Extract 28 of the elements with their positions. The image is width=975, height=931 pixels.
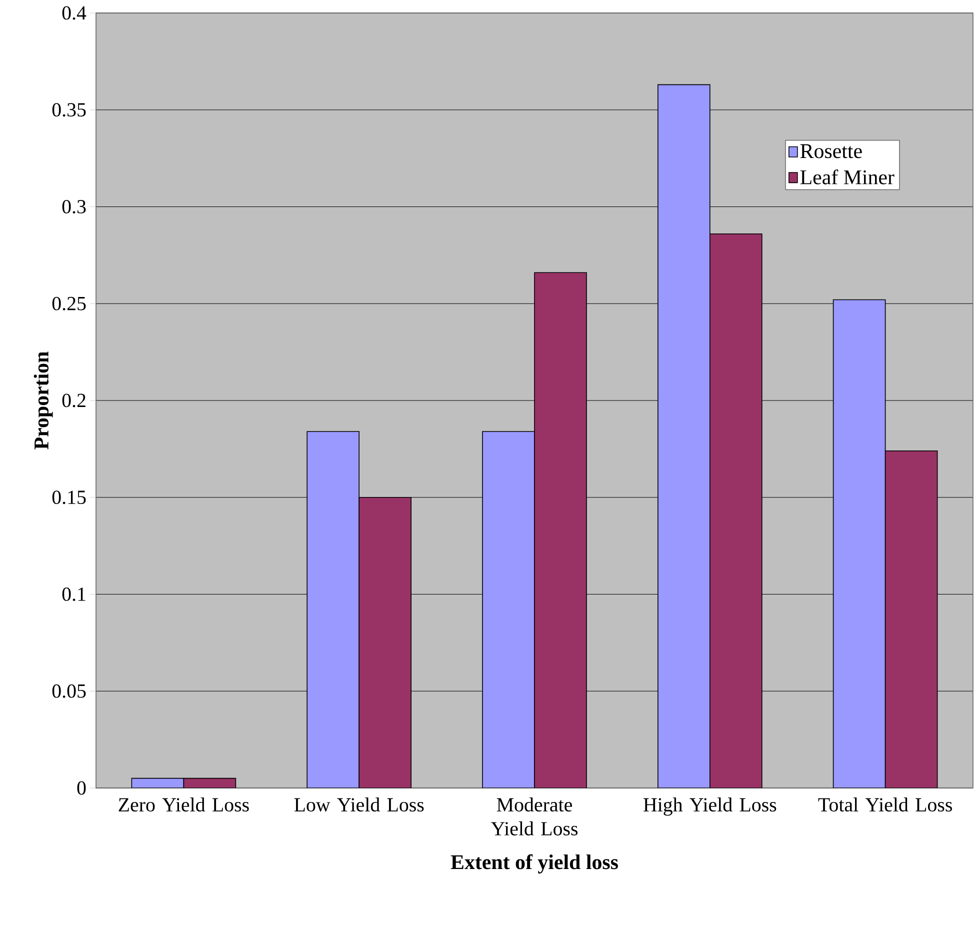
y-tick-label: 0.25 <box>52 296 86 310</box>
y-tick-label: 0.1 <box>62 587 86 602</box>
bar <box>184 778 236 788</box>
legend-label: Rosette <box>800 144 862 158</box>
y-tick-label: 0 <box>77 781 86 795</box>
y-tick-label: 0.4 <box>62 6 86 20</box>
bar <box>710 233 762 788</box>
bar <box>884 450 938 788</box>
y-tick-label: 0.3 <box>62 200 86 214</box>
x-tick-label: Zero Yield Loss <box>118 798 249 812</box>
bar <box>482 431 535 788</box>
y-tick-label: 0.05 <box>52 684 86 698</box>
bar <box>358 496 412 788</box>
legend-label: Leaf Miner <box>800 169 894 184</box>
y-tick-label: 0.2 <box>62 394 86 408</box>
x-tick-label: High Yield Loss <box>644 798 776 816</box>
bar <box>658 84 710 788</box>
y-tick-label: 0.35 <box>52 103 86 117</box>
x-axis-title: Extent of yield loss <box>450 854 618 874</box>
x-tick-label: Total Yield Loss <box>818 798 952 812</box>
x-tick-label: Low Yield Loss <box>294 798 424 812</box>
y-axis-title: Proportion <box>34 352 53 450</box>
bar <box>306 431 360 788</box>
bar <box>132 778 184 788</box>
bar <box>534 272 587 788</box>
x-tick-label: Moderate Yield Loss <box>491 798 578 836</box>
bar <box>832 299 886 788</box>
y-tick-label: 0.15 <box>52 490 86 504</box>
